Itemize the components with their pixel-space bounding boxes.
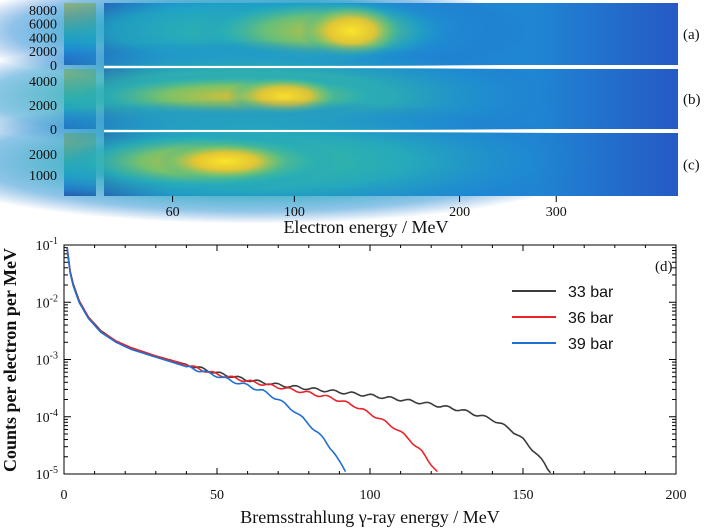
legend-label: 36 bar [568, 310, 614, 327]
heatmap-y-tick-label: 4000 [29, 75, 57, 90]
line-y-tick-label: 10-2 [36, 293, 58, 311]
heatmap-x-tick-label: 60 [166, 205, 180, 220]
heatmap-x-axis-title: Electron energy / MeV [283, 217, 448, 237]
line-x-tick-label: 0 [61, 488, 68, 503]
line-y-tick-label: 10-4 [36, 408, 58, 426]
line-plot-ticks: 0 50 100 150 200 10-5 10-4 10-3 10-2 10-1 [36, 236, 687, 503]
line-y-axis-title: Counts per electron per MeV [0, 248, 20, 472]
heatmap-x-tick-label: 200 [449, 205, 470, 220]
heatmap-y-tick-label: 0 [50, 59, 57, 74]
heatmap-y-tick-label: 0 [50, 123, 57, 138]
legend-label: 39 bar [568, 336, 614, 353]
series-line-33-bar [66, 247, 552, 474]
heatmap-x-tick-label: 300 [546, 205, 567, 220]
heatmap-panels: (a) (b) (c) [0, 0, 701, 224]
line-x-tick-label: 100 [360, 488, 381, 503]
line-x-tick-label: 200 [666, 488, 687, 503]
panel-label-b: (b) [683, 92, 701, 108]
heatmap-y-tick-label: 4000 [29, 31, 57, 46]
legend-label: 33 bar [568, 284, 614, 301]
heatmap-y-tick-label: 1000 [29, 169, 57, 184]
heatmap-blob-c [156, 141, 295, 181]
heatmap-y-tick-label: 2000 [29, 45, 57, 60]
heatmap-x-tick-label: 100 [284, 205, 305, 220]
heatmap-y-tick-label: 8000 [29, 4, 57, 19]
legend: 33 bar 36 bar 39 bar [512, 284, 614, 353]
line-series-group [66, 247, 552, 474]
line-x-axis-title: Bremsstrahlung γ-ray energy / MeV [240, 507, 500, 527]
panel-label-d: (d) [655, 259, 673, 275]
line-y-tick-label: 10-1 [36, 236, 58, 254]
heatmap-x-ticks: 60 100 200 300 [166, 196, 567, 220]
line-y-tick-label: 10-3 [36, 351, 58, 369]
series-line-39-bar [66, 247, 347, 472]
line-plot-frame [63, 244, 677, 475]
series-line-36-bar [66, 247, 438, 473]
panel-label-a: (a) [683, 27, 700, 43]
line-y-tick-label: 10-5 [36, 465, 58, 483]
panel-label-c: (c) [683, 158, 700, 174]
line-x-tick-label: 50 [210, 488, 224, 503]
heatmap-y-tick-label: 2000 [29, 148, 57, 163]
heatmap-y-tick-label: 2000 [29, 99, 57, 114]
heatmap-y-tick-label: 6000 [29, 18, 57, 33]
line-x-tick-label: 150 [513, 488, 534, 503]
